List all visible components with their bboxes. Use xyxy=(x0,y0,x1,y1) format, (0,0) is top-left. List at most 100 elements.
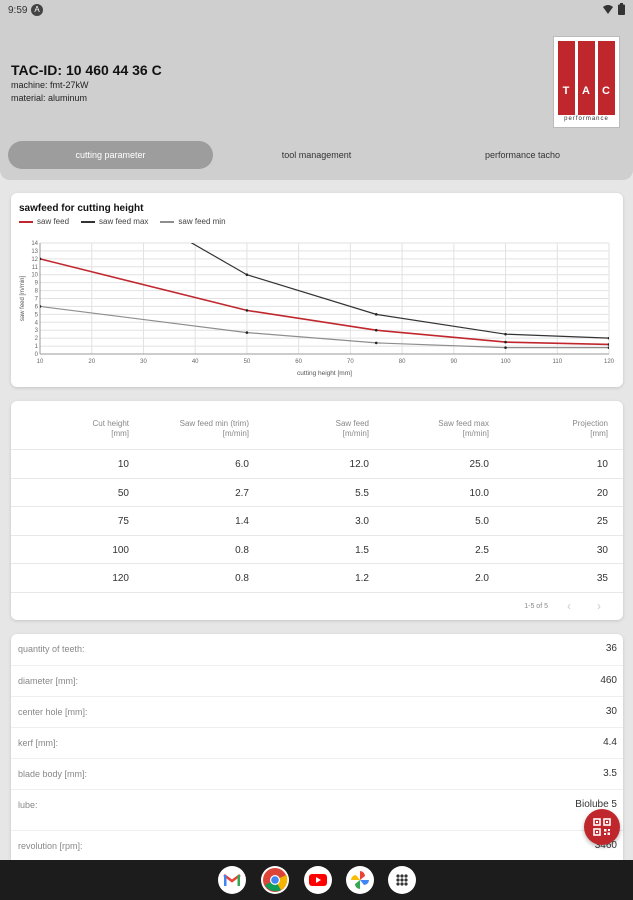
logo-letter: A xyxy=(582,85,591,97)
system-icons xyxy=(603,3,625,15)
table-footer: 1-5 of 5 ‹ › xyxy=(11,592,623,620)
y-tick-label: 3 xyxy=(35,328,39,334)
y-tick-label: 2 xyxy=(35,336,39,342)
legend-label: saw feed xyxy=(37,217,70,226)
data-point xyxy=(374,313,378,316)
param-row: quantity of teeth: 36 xyxy=(11,634,623,665)
previous-page-icon[interactable]: ‹ xyxy=(567,599,571,613)
gmail-icon[interactable] xyxy=(218,866,246,894)
series-line-saw-feed xyxy=(40,258,609,346)
param-value: 4.4 xyxy=(603,737,617,748)
cell-cut-height: 10 xyxy=(117,459,129,470)
x-tick-label: 50 xyxy=(244,359,251,365)
cell-cut-height: 75 xyxy=(117,516,129,527)
data-table: Cut height [mm] Saw feed min (trim) [m/m… xyxy=(11,401,623,620)
legend-swatch xyxy=(19,220,33,223)
chrome-icon[interactable] xyxy=(261,866,289,894)
cell-saw-feed-max: 5.0 xyxy=(475,516,489,527)
logo-subtitle: performance xyxy=(564,116,609,122)
param-label: diameter [mm]: xyxy=(18,676,79,686)
x-tick-label: 110 xyxy=(552,359,562,365)
cell-saw-feed-max: 2.5 xyxy=(475,545,489,556)
tab-tool-management[interactable]: tool management xyxy=(281,150,352,160)
series-line-saw-feed-max xyxy=(190,243,609,339)
x-tick-label: 80 xyxy=(399,359,406,365)
param-value: 3460 xyxy=(594,840,617,851)
y-tick-label: 4 xyxy=(35,320,39,326)
param-label: kerf [mm]: xyxy=(18,738,58,748)
cell-saw-feed-max: 2.0 xyxy=(475,573,489,584)
param-label: lube: xyxy=(18,800,38,810)
cell-projection: 10 xyxy=(596,459,608,470)
param-label: revolution [rpm]: xyxy=(18,841,83,851)
cell-saw-feed: 5.5 xyxy=(355,488,369,499)
data-point xyxy=(607,336,609,340)
x-tick-label: 30 xyxy=(140,359,147,365)
column-header: Cut height [mm] xyxy=(92,419,129,438)
cell-projection: 20 xyxy=(596,488,608,499)
data-point xyxy=(504,340,507,344)
param-label: center hole [mm]: xyxy=(18,707,88,717)
legend-label: saw feed min xyxy=(178,217,226,226)
status-time: 9:59 xyxy=(8,5,28,16)
data-point xyxy=(607,346,609,349)
legend-swatch xyxy=(81,220,96,223)
x-tick-label: 90 xyxy=(450,359,457,365)
status-bar: 9:59 A xyxy=(0,0,633,22)
cell-saw-feed-min: 0.8 xyxy=(235,573,249,584)
y-tick-label: 13 xyxy=(31,249,38,255)
table-row: 75 1.4 3.0 5.0 25 xyxy=(11,506,623,534)
x-tick-label: 10 xyxy=(37,359,44,365)
data-point xyxy=(245,331,249,334)
param-value: Biolube 5 xyxy=(575,799,617,810)
tab-cutting-parameter[interactable]: cutting parameter xyxy=(8,141,213,169)
logo-letter: T xyxy=(562,85,571,97)
x-axis-label: cutting height [mm] xyxy=(297,370,352,377)
param-value: 3.5 xyxy=(603,768,617,779)
y-tick-label: 10 xyxy=(31,273,38,279)
y-tick-label: 12 xyxy=(31,257,38,263)
cell-saw-feed-min: 2.7 xyxy=(235,488,249,499)
x-tick-label: 40 xyxy=(192,359,199,365)
cell-projection: 30 xyxy=(596,545,608,556)
param-value: 30 xyxy=(605,706,617,717)
chart-legend: saw feed saw feed max saw feed min xyxy=(19,217,226,226)
logo-bar xyxy=(558,41,575,115)
column-header: Saw feed min (trim) [m/min] xyxy=(179,419,249,438)
qr-scan-button[interactable] xyxy=(584,809,620,845)
legend-item: saw feed min xyxy=(160,217,226,226)
data-point xyxy=(40,257,42,261)
param-row: diameter [mm]: 460 xyxy=(11,665,623,696)
data-point xyxy=(504,346,507,349)
material-label: material: aluminum xyxy=(11,93,88,103)
chart-plot: 10 20 30 40 50 60 70 80 90 100 110 1200123456789101… xyxy=(20,241,615,377)
cell-cut-height: 50 xyxy=(117,488,129,499)
next-page-icon[interactable]: › xyxy=(597,599,601,613)
param-label: quantity of teeth: xyxy=(18,644,85,654)
legend-item: saw feed xyxy=(19,217,69,226)
cell-saw-feed-min: 6.0 xyxy=(235,459,249,470)
data-point xyxy=(374,341,378,345)
cell-saw-feed-min: 0.8 xyxy=(235,545,249,556)
wifi-icon xyxy=(603,4,613,14)
tab-performance-tacho[interactable]: performance tacho xyxy=(484,150,561,160)
data-point xyxy=(245,273,249,277)
app-drawer-icon[interactable] xyxy=(388,866,416,894)
table-row: 50 2.7 5.5 10.0 20 xyxy=(11,478,623,506)
logo-bar xyxy=(578,41,595,115)
photos-icon[interactable] xyxy=(346,866,374,894)
param-value: 460 xyxy=(600,675,617,686)
x-tick-label: 100 xyxy=(501,359,512,365)
y-tick-label: 6 xyxy=(35,304,39,310)
y-tick-label: 7 xyxy=(35,297,39,303)
column-header: Saw feed [m/min] xyxy=(335,419,369,438)
param-label: blade body [mm]: xyxy=(18,769,88,779)
cell-saw-feed-max: 25.0 xyxy=(469,459,489,470)
youtube-icon[interactable] xyxy=(304,866,332,894)
qr-code-icon xyxy=(593,818,611,836)
cell-cut-height: 120 xyxy=(112,573,129,584)
y-axis-label: saw feed [m/min] xyxy=(20,275,26,321)
data-point xyxy=(40,305,42,308)
y-tick-label: 5 xyxy=(35,312,39,318)
logo-letter: C xyxy=(602,85,611,97)
